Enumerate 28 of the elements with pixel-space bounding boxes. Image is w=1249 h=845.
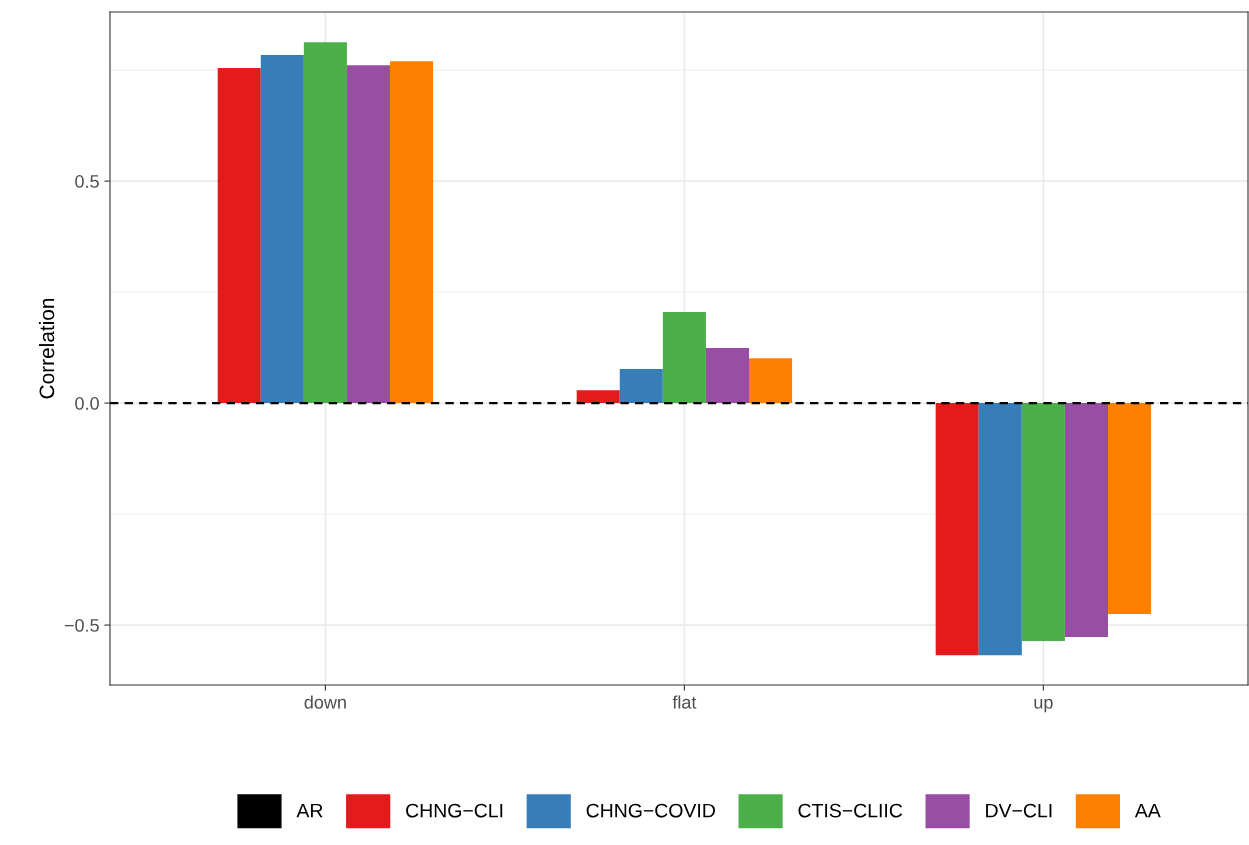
x-tick-label: flat: [672, 695, 697, 709]
legend-label: CHNG−COVID: [586, 803, 715, 818]
bar: [705, 348, 749, 404]
y-tick-label: 0.0: [75, 397, 99, 410]
legend-label: DV−CLI: [986, 803, 1052, 818]
legend-label: AA: [1134, 803, 1161, 818]
bar: [978, 403, 1022, 656]
bar: [390, 61, 434, 404]
bar: [1064, 403, 1108, 638]
bar: [346, 65, 391, 404]
bar: [576, 390, 620, 404]
x-tick-label: down: [304, 695, 346, 709]
bar: [935, 403, 979, 656]
bar: [619, 368, 663, 404]
y-tick-label: 0.5: [75, 175, 99, 188]
bar: [662, 312, 706, 404]
bar: [1021, 403, 1065, 642]
legend-label: AR: [296, 803, 323, 818]
bar: [260, 55, 304, 404]
y-axis-title: Correlation: [38, 298, 55, 399]
bar: [303, 42, 347, 404]
bar: [1107, 403, 1152, 614]
y-tick-label: −0.5: [64, 619, 99, 632]
x-tick-label: up: [1034, 698, 1053, 713]
bar: [749, 358, 793, 404]
bar: [217, 67, 261, 404]
legend-label: CHNG−CLI: [406, 803, 503, 818]
legend-label: CTIS−CLIIC: [798, 803, 903, 818]
